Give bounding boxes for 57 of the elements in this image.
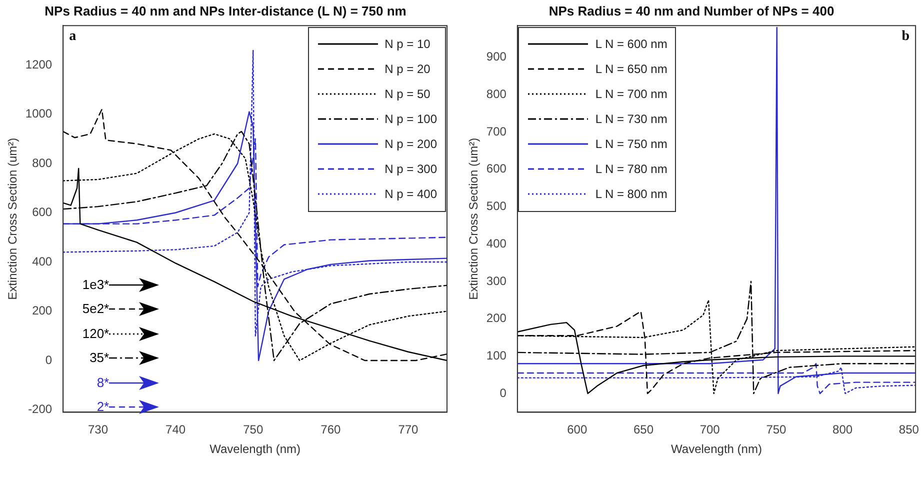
y-tick-label: 1200 xyxy=(25,57,52,72)
legend-label: L N = 650 nm xyxy=(595,62,668,76)
x-axis-title: Wavelength (nm) xyxy=(671,442,762,456)
legend-label: N p = 10 xyxy=(384,37,430,52)
y-tick-label: 600 xyxy=(486,162,507,176)
annotation: 2* xyxy=(96,399,110,414)
x-tick-label: 850 xyxy=(898,422,920,437)
chart-title: NPs Radius = 40 nm and Number of NPs = 400 xyxy=(548,3,834,18)
y-tick-label: 500 xyxy=(486,199,507,214)
legend-label: L N = 730 nm xyxy=(595,112,668,126)
x-tick-label: 700 xyxy=(700,422,720,437)
annotation: 8* xyxy=(96,374,110,390)
chart-title: NPs Radius = 40 nm and NPs Inter-distance (L N) = 750 nm xyxy=(44,3,406,18)
annotation: 120* xyxy=(82,326,110,341)
x-tick-label: 600 xyxy=(567,422,588,437)
x-tick-label: 750 xyxy=(766,422,787,437)
x-tick-label: 800 xyxy=(832,422,853,437)
x-tick-label: 750 xyxy=(243,422,264,437)
y-tick-label: 600 xyxy=(32,205,52,220)
annotation: 35* xyxy=(90,350,110,366)
y-tick-label: 0 xyxy=(45,352,52,367)
legend-label: N p = 200 xyxy=(384,137,437,152)
x-tick-label: 770 xyxy=(398,422,419,437)
annotation: 1e3* xyxy=(82,276,110,292)
y-tick-label: 800 xyxy=(32,156,52,170)
y-tick-label: 200 xyxy=(32,304,52,318)
legend-label: N p = 50 xyxy=(384,87,430,102)
y-tick-label: 900 xyxy=(486,50,507,64)
y-tick-label: 400 xyxy=(486,236,507,250)
y-tick-label: 700 xyxy=(486,124,507,138)
y-axis-title: Extinction Cross Section (um²) xyxy=(6,138,20,300)
x-axis-title: Wavelength (nm) xyxy=(210,442,301,456)
legend-label: L N = 800 nm xyxy=(595,187,668,202)
x-tick-label: 760 xyxy=(320,422,341,437)
x-tick-label: 740 xyxy=(166,422,186,437)
annotation: a xyxy=(69,28,76,45)
legend-label: N p = 20 xyxy=(384,62,430,76)
legend-label: L N = 750 nm xyxy=(595,137,668,152)
legend-label: L N = 700 nm xyxy=(595,87,668,102)
y-axis-title: Extinction Cross Section (um²) xyxy=(466,138,481,300)
legend-label: N p = 400 xyxy=(384,187,437,202)
y-tick-label: 400 xyxy=(32,254,52,268)
legend-label: N p = 100 xyxy=(384,112,437,126)
legend-label: N p = 300 xyxy=(384,162,437,176)
y-tick-label: 0 xyxy=(500,386,507,400)
y-tick-label: -200 xyxy=(28,402,52,416)
y-tick-label: 100 xyxy=(486,348,507,362)
legend-label: L N = 600 nm xyxy=(595,37,668,52)
legend-label: L N = 780 nm xyxy=(595,162,668,176)
annotation: b xyxy=(902,28,910,45)
x-tick-label: 730 xyxy=(88,422,108,437)
y-tick-label: 800 xyxy=(486,87,507,102)
annotation: 5e2* xyxy=(82,301,110,316)
x-tick-label: 650 xyxy=(633,422,654,437)
y-tick-label: 300 xyxy=(486,274,507,288)
y-tick-label: 200 xyxy=(486,311,507,326)
y-tick-label: 1000 xyxy=(25,106,52,121)
